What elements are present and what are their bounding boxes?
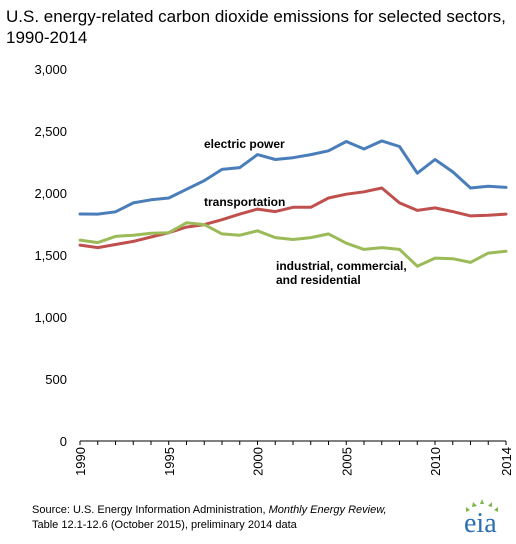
y-tick-label: 3,000 — [34, 62, 67, 77]
eia-logo: eia — [464, 499, 498, 538]
chart-title: U.S. energy-related carbon dioxide emiss… — [6, 7, 506, 47]
x-axis-tick-marks — [79, 441, 507, 445]
y-tick-label: 0 — [60, 434, 67, 449]
x-tick-label: 2010 — [428, 447, 443, 476]
series-labels: electric power transportation industrial, … — [204, 137, 407, 287]
eia-logo-text: eia — [464, 508, 497, 538]
series-label-transportation: transportation — [204, 195, 285, 209]
source-publication: Monthly Energy Review, — [268, 504, 387, 516]
series-label-electric-power: electric power — [204, 137, 285, 151]
x-tick-label: 2014 — [499, 447, 514, 476]
series-line-electric-power — [78, 139, 508, 216]
x-tick-label: 2005 — [339, 447, 354, 476]
y-tick-label: 2,500 — [34, 124, 67, 139]
x-tick-label: 1990 — [73, 447, 88, 476]
series-line-transportation — [78, 186, 508, 250]
source-suffix: Table 12.1-12.6 (October 2015), prelimin… — [32, 519, 297, 531]
series-label-industrial-commercial-residential: and residential — [276, 273, 361, 287]
y-tick-label: 2,000 — [34, 186, 67, 201]
x-tick-label: 1995 — [162, 447, 177, 476]
source-note: Source: U.S. Energy Information Administ… — [32, 503, 452, 533]
y-tick-label: 1,500 — [34, 248, 67, 263]
series-label-industrial-commercial-residential: industrial, commercial, — [276, 259, 407, 273]
x-tick-label: 2000 — [251, 447, 266, 476]
x-axis-tick-labels: 1990 1995 2000 2005 2010 2014 — [73, 447, 514, 476]
y-axis-tick-labels: 0 500 1,000 1,500 2,000 2,500 3,000 — [34, 62, 67, 449]
series-lines — [78, 139, 508, 268]
eia-logo-icon — [466, 499, 498, 512]
y-tick-label: 500 — [45, 372, 67, 387]
y-tick-label: 1,000 — [34, 310, 67, 325]
series-line-industrial-commercial-residential — [78, 221, 508, 268]
source-prefix: Source: U.S. Energy Information Administ… — [32, 504, 269, 516]
